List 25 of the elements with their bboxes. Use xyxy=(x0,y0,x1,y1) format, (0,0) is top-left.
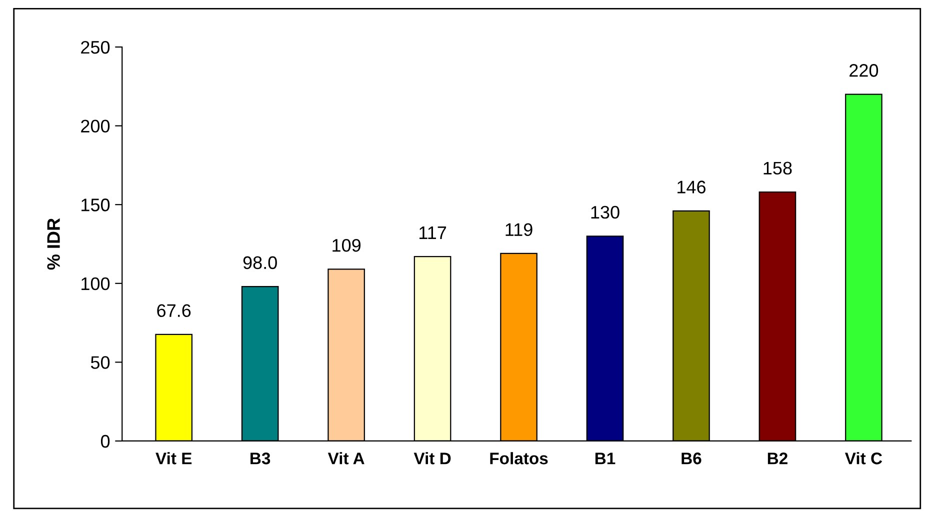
x-tick-label: Vit E xyxy=(156,452,192,464)
y-tick-label: 100 xyxy=(82,277,110,290)
data-label: 98.0 xyxy=(243,256,277,270)
x-tick-label: Vit C xyxy=(844,452,882,464)
data-label: 220 xyxy=(850,64,878,77)
x-tick-label: B6 xyxy=(682,452,702,464)
data-label: 130 xyxy=(591,206,620,219)
x-tick-label: Vit D xyxy=(414,452,451,464)
x-tick-label: B3 xyxy=(250,452,270,464)
y-tick-label: 50 xyxy=(90,356,110,369)
y-tick-label: 250 xyxy=(81,40,110,54)
data-label: 119 xyxy=(506,223,532,236)
y-tick-label: 0 xyxy=(100,434,110,448)
data-label: 117 xyxy=(420,226,446,239)
data-label: 109 xyxy=(332,238,361,252)
data-label: 158 xyxy=(764,162,792,175)
x-tick-label: Folatos xyxy=(490,452,548,464)
y-tick-label: 200 xyxy=(81,120,110,133)
data-label: 146 xyxy=(678,180,706,194)
data-label: 67.6 xyxy=(157,304,191,318)
x-tick-label: Vit A xyxy=(328,452,364,464)
y-axis-title: % IDR xyxy=(47,218,60,270)
y-tick-label: 150 xyxy=(82,198,110,212)
x-tick-label: B2 xyxy=(768,452,788,464)
x-tick-label: B1 xyxy=(595,452,616,464)
